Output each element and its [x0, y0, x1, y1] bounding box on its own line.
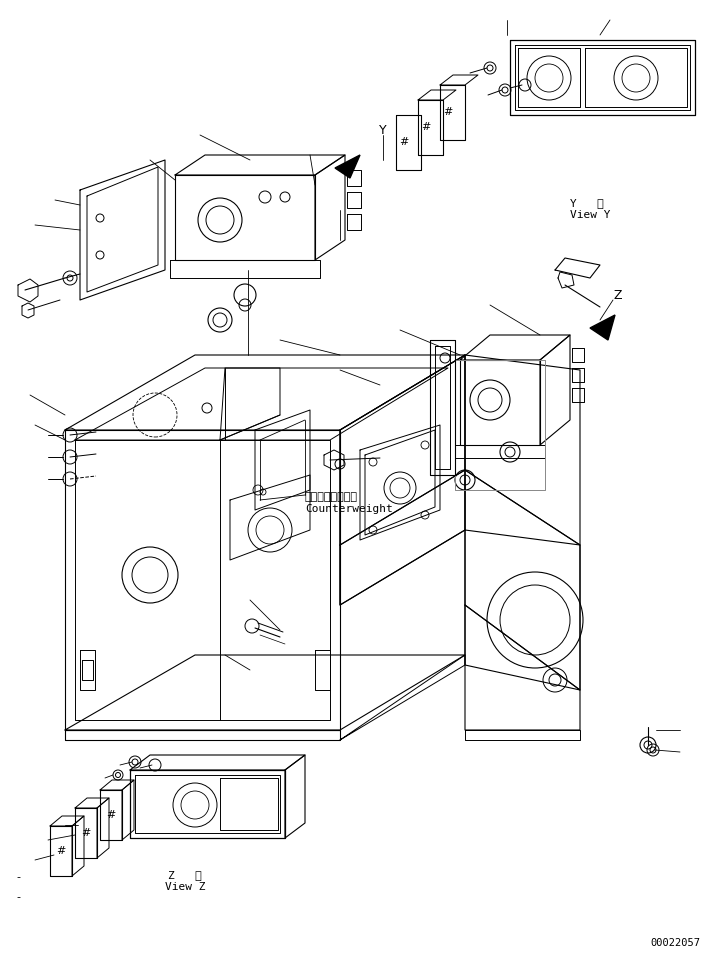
Text: Counterweight: Counterweight: [305, 504, 393, 514]
Text: #: #: [443, 107, 452, 117]
Text: View Z: View Z: [165, 882, 205, 892]
Text: Z   視: Z 視: [168, 870, 202, 880]
Polygon shape: [590, 315, 615, 340]
Text: #: #: [81, 828, 91, 838]
Polygon shape: [335, 155, 360, 178]
Text: Y: Y: [379, 124, 387, 136]
Text: -: -: [16, 892, 20, 902]
Text: 00022057: 00022057: [650, 938, 700, 948]
Text: カウンタウェイト: カウンタウェイト: [305, 492, 358, 502]
Text: View Y: View Y: [570, 210, 610, 220]
Text: #: #: [107, 810, 116, 820]
Text: #: #: [399, 137, 409, 147]
Text: Z: Z: [614, 288, 622, 302]
Text: -: -: [16, 872, 20, 882]
Text: #: #: [421, 122, 431, 132]
Text: Y   視: Y 視: [570, 198, 604, 208]
Text: #: #: [57, 846, 66, 856]
